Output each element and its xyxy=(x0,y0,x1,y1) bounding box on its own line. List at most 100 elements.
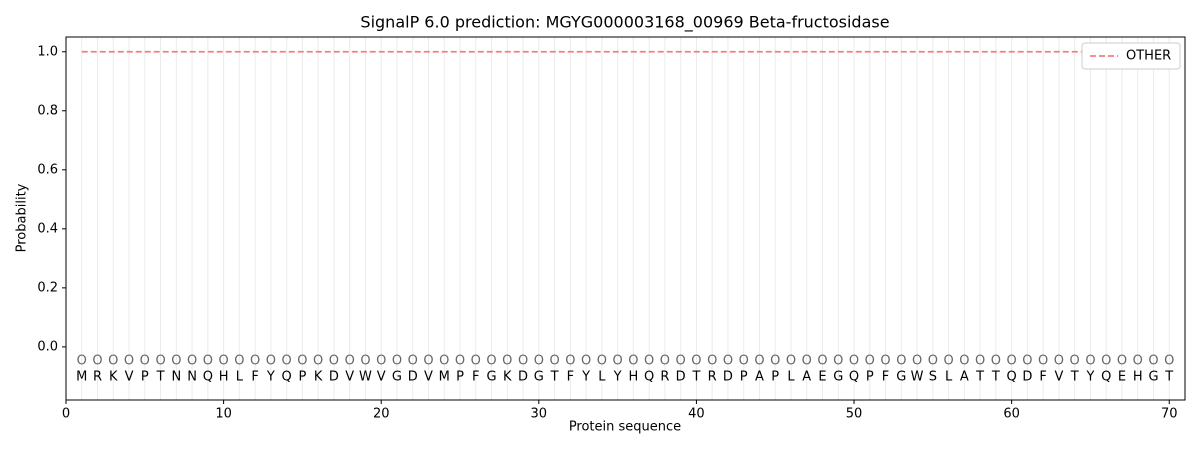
residue: N xyxy=(187,369,197,384)
predicted-label: O xyxy=(124,353,134,368)
predicted-label: O xyxy=(1038,353,1048,368)
predicted-label: O xyxy=(313,353,323,368)
residue: D xyxy=(1022,369,1032,384)
residue: L xyxy=(945,369,953,384)
residue: D xyxy=(408,369,418,384)
y-tick-label: 0.4 xyxy=(37,221,58,236)
predicted-label: O xyxy=(423,353,433,368)
residue: Y xyxy=(1085,369,1094,384)
predicted-label: O xyxy=(455,353,465,368)
y-tick-label: 0.8 xyxy=(37,103,58,118)
predicted-label: O xyxy=(613,353,623,368)
predicted-label: O xyxy=(486,353,496,368)
predicted-label: O xyxy=(865,353,875,368)
residue: K xyxy=(109,369,118,384)
predicted-label: O xyxy=(92,353,102,368)
predicted-label: O xyxy=(786,353,796,368)
predicted-label: O xyxy=(408,353,418,368)
residue: G xyxy=(1148,369,1158,384)
predicted-label: O xyxy=(187,353,197,368)
residue: G xyxy=(896,369,906,384)
predicted-label: O xyxy=(345,353,355,368)
x-tick-label: 40 xyxy=(688,407,705,422)
residue: Y xyxy=(581,369,590,384)
predicted-label: O xyxy=(880,353,890,368)
predicted-label: O xyxy=(597,353,607,368)
predicted-label: O xyxy=(140,353,150,368)
residue: M xyxy=(76,369,87,384)
residue: Y xyxy=(266,369,275,384)
residue: A xyxy=(960,369,969,384)
residue: P xyxy=(298,369,306,384)
y-tick-label: 0.2 xyxy=(37,280,58,295)
predicted-label: O xyxy=(518,353,528,368)
predicted-label: O xyxy=(203,353,213,368)
residue: P xyxy=(771,369,779,384)
residue: A xyxy=(755,369,764,384)
residue: Q xyxy=(203,369,213,384)
predicted-label: O xyxy=(502,353,512,368)
predicted-label: O xyxy=(1148,353,1158,368)
residue: H xyxy=(219,369,229,384)
residue: T xyxy=(1164,369,1173,384)
residue: V xyxy=(377,369,386,384)
predicted-label: O xyxy=(1164,353,1174,368)
residue: T xyxy=(550,369,559,384)
residue: D xyxy=(329,369,339,384)
predicted-label: O xyxy=(1117,353,1127,368)
predicted-label: O xyxy=(991,353,1001,368)
predicted-label: O xyxy=(77,353,87,368)
predicted-label: O xyxy=(754,353,764,368)
predicted-label: O xyxy=(376,353,386,368)
residue: F xyxy=(1039,369,1046,384)
predicted-label: O xyxy=(1085,353,1095,368)
predicted-label: O xyxy=(171,353,181,368)
predicted-label: O xyxy=(676,353,686,368)
predicted-label: O xyxy=(282,353,292,368)
residue: D xyxy=(723,369,733,384)
predicted-label: O xyxy=(802,353,812,368)
residue: L xyxy=(236,369,244,384)
predicted-label: O xyxy=(739,353,749,368)
residue: Q xyxy=(1007,369,1017,384)
residue: T xyxy=(1070,369,1079,384)
x-tick-label: 30 xyxy=(531,407,548,422)
residue: H xyxy=(1133,369,1143,384)
predicted-label: O xyxy=(1133,353,1143,368)
residue: R xyxy=(708,369,717,384)
x-tick-label: 20 xyxy=(373,407,390,422)
residue: K xyxy=(314,369,323,384)
residue: T xyxy=(975,369,984,384)
predicted-label: O xyxy=(770,353,780,368)
predicted-label: O xyxy=(1054,353,1064,368)
predicted-label: O xyxy=(959,353,969,368)
predicted-label: O xyxy=(297,353,307,368)
residue: P xyxy=(141,369,149,384)
residue: K xyxy=(503,369,512,384)
predicted-label: O xyxy=(691,353,701,368)
x-tick-label: 60 xyxy=(1003,407,1020,422)
predicted-label: O xyxy=(849,353,859,368)
residue: G xyxy=(833,369,843,384)
predicted-label: O xyxy=(1070,353,1080,368)
y-tick-label: 0.6 xyxy=(37,162,58,177)
residue: F xyxy=(567,369,574,384)
predicted-label: O xyxy=(360,353,370,368)
residue: G xyxy=(534,369,544,384)
predicted-label: O xyxy=(928,353,938,368)
predicted-label: O xyxy=(392,353,402,368)
residue: A xyxy=(802,369,811,384)
predicted-label: O xyxy=(943,353,953,368)
predicted-label: O xyxy=(581,353,591,368)
x-tick-label: 50 xyxy=(846,407,863,422)
residue: R xyxy=(660,369,669,384)
predicted-label: O xyxy=(108,353,118,368)
predicted-label: O xyxy=(707,353,717,368)
residue: T xyxy=(156,369,165,384)
plot-frame xyxy=(65,36,1186,401)
y-tick-label: 0.0 xyxy=(37,339,58,354)
predicted-label: O xyxy=(565,353,575,368)
residue: Q xyxy=(849,369,859,384)
residue: W xyxy=(911,369,924,384)
